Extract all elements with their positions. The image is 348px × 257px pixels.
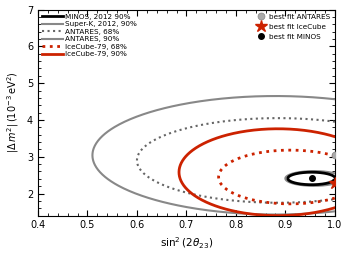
Legend: best fit ANTARES, best fit IceCube, best fit MINOS: best fit ANTARES, best fit IceCube, best…	[255, 13, 331, 41]
Y-axis label: $|\Delta\,m^2|\,(10^{-3}\,\mathrm{eV}^2)$: $|\Delta\,m^2|\,(10^{-3}\,\mathrm{eV}^2)…	[6, 72, 21, 153]
X-axis label: $\sin^2(2\theta_{23})$: $\sin^2(2\theta_{23})$	[160, 236, 213, 251]
